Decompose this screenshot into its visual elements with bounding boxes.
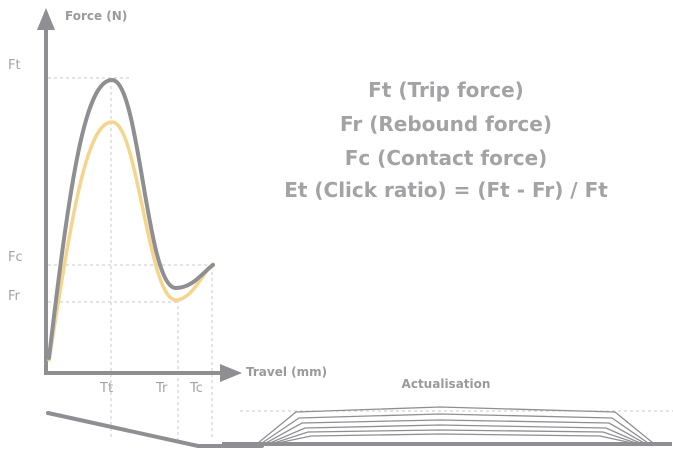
x-axis-label: Travel (mm) xyxy=(246,365,327,379)
y-axis-arrow xyxy=(37,8,55,30)
slanted-base-line xyxy=(46,411,264,448)
legend-fc: Fc (Contact force) xyxy=(345,146,548,170)
y-axis-label: Force (N) xyxy=(65,9,127,23)
yellow-force-curve xyxy=(47,120,215,362)
x-tick-tt: Tt xyxy=(99,381,113,396)
x-tick-tr: Tr xyxy=(155,381,168,396)
legend-et: Et (Click ratio) = (Ft - Fr) / Ft xyxy=(284,178,608,202)
y-tick-ft: Ft xyxy=(8,58,21,73)
y-tick-fr: Fr xyxy=(8,289,21,304)
legend-ft: Ft (Trip force) xyxy=(368,78,524,102)
y-tick-fc: Fc xyxy=(8,250,23,265)
axes xyxy=(37,8,242,382)
x-axis-arrow xyxy=(220,364,242,382)
x-tick-tc: Tc xyxy=(189,381,203,396)
actualisation-profile xyxy=(225,406,672,444)
actualisation-label: Actualisation xyxy=(402,377,491,391)
gray-force-curve xyxy=(47,77,215,360)
legend-fr: Fr (Rebound force) xyxy=(340,112,552,136)
legend-block: Ft (Trip force) Fr (Rebound force) Fc (C… xyxy=(284,78,608,202)
